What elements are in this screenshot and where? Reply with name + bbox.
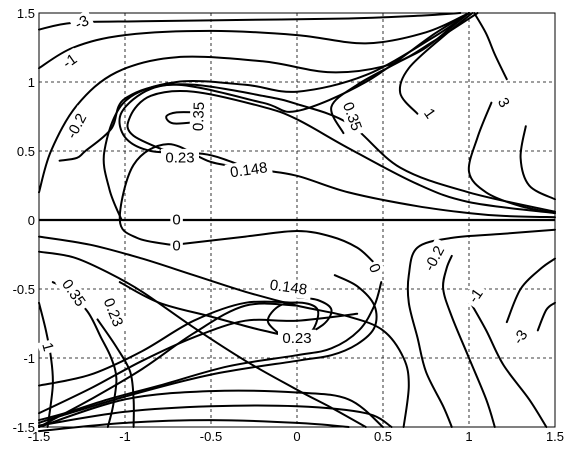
y-tick-label-3: 0 — [28, 213, 35, 228]
x-tick-label-5: 1 — [465, 429, 472, 444]
contour-label-group-17: 0.35 — [55, 272, 92, 314]
contour-label-bg-6 — [170, 211, 183, 229]
contour-line-16 — [38, 250, 367, 428]
contour-line-22 — [406, 228, 556, 428]
x-tick-label-1: -1 — [119, 429, 131, 444]
contour-line-10 — [330, 12, 470, 135]
contour-line-2 — [38, 12, 470, 70]
contour-label-bg-17 — [55, 272, 92, 314]
contour-line-35 — [38, 389, 384, 428]
contour-label-group-6: 0 — [170, 211, 183, 229]
x-tick-label-4: 0.5 — [374, 429, 392, 444]
y-tick-label-1: 1 — [28, 75, 35, 90]
x-tick-label-2: -0.5 — [200, 429, 222, 444]
contour-line-21 — [38, 274, 378, 424]
contour-line-24 — [468, 299, 548, 428]
contour-label-bg-12 — [278, 329, 316, 348]
contour-label-bg-3 — [189, 97, 209, 136]
contour-label-group-0: -3 — [68, 10, 96, 36]
contour-label-bg-5 — [224, 158, 274, 183]
contour-label-0: -3 — [72, 12, 91, 33]
contour-line-26 — [536, 301, 556, 332]
contour-line-7 — [126, 89, 556, 215]
contour-line-30 — [38, 312, 359, 415]
x-tick-label-3: 0 — [293, 429, 300, 444]
y-tick-label-0: 1.5 — [17, 6, 35, 21]
tick-labels: -1.5 -1 -0.5 0 0.5 1 1.5 1.5 1 0.5 0 -0.5 -1 -1.5 — [13, 6, 564, 444]
contour-label-group-16: -3 — [507, 323, 534, 352]
contour-line-34 — [38, 404, 393, 428]
contour-label-bg-1 — [56, 47, 84, 75]
contour-label-7: 0 — [172, 238, 180, 255]
contour-line-11 — [398, 12, 474, 115]
contour-label-bg-10 — [492, 92, 515, 113]
contour-label-group-15: -1 — [462, 282, 490, 310]
contour-label-bg-18 — [97, 291, 129, 334]
contour-line-12 — [467, 101, 556, 215]
contour-label-bg-2 — [59, 105, 94, 148]
contour-label-3: 0.35 — [190, 102, 208, 132]
contour-label-5: 0.148 — [229, 159, 269, 181]
contour-line-18 — [38, 281, 383, 422]
x-tick-label-6: 1.5 — [546, 429, 564, 444]
contour-line-25 — [505, 257, 556, 324]
contour-label-group-11: 0.148 — [264, 275, 313, 300]
contour-label-12: 0.23 — [282, 330, 311, 347]
contour-label-group-5: 0.148 — [224, 158, 274, 183]
contour-line-33 — [38, 419, 350, 433]
contour-line-29 — [96, 318, 135, 428]
contour-label-bg-14 — [417, 237, 452, 280]
contour-line-17 — [173, 230, 374, 263]
y-tick-label-5: -1 — [23, 351, 35, 366]
contour-label-bg-13 — [363, 259, 386, 278]
y-tick-label-4: -0.5 — [13, 282, 35, 297]
contour-label-bg-19 — [37, 338, 58, 356]
contour-label-bg-7 — [170, 237, 183, 256]
contour-label-group-13: 0 — [363, 259, 386, 278]
contour-line-9 — [165, 111, 199, 125]
contour-label-11: 0.148 — [269, 277, 309, 299]
y-tick-label-2: 0.5 — [17, 144, 35, 159]
contour-label-group-19: 1 — [37, 338, 58, 356]
contour-label-group-12: 0.23 — [278, 329, 316, 348]
y-tick-label-6: -1.5 — [13, 420, 35, 435]
contour-label-group-4: 0.23 — [161, 148, 199, 167]
contour-label-bg-8 — [337, 95, 367, 138]
contour-label-group-7: 0 — [170, 237, 183, 256]
contour-label-bg-9 — [418, 103, 441, 124]
contour-label-group-3: 0.35 — [189, 97, 209, 136]
contour-line-32 — [38, 300, 298, 387]
contour-label-group-9: 1 — [418, 103, 441, 124]
contour-label-bg-4 — [161, 148, 199, 167]
contour-label-bg-0 — [68, 10, 96, 36]
contour-label-4: 0.23 — [165, 149, 194, 166]
contour-line-31 — [38, 302, 298, 428]
contour-label-group-10: 3 — [492, 92, 515, 113]
x-tick-label-0: -1.5 — [28, 429, 50, 444]
contour-line-27 — [38, 301, 54, 428]
contour-line-13 — [473, 12, 508, 81]
contour-label-bg-11 — [264, 275, 313, 300]
contour-label-bg-16 — [507, 323, 534, 352]
contour-label-group-1: -1 — [56, 47, 84, 75]
contour-label-6: 0 — [172, 212, 180, 229]
contour-line-14 — [519, 125, 556, 201]
contour-line-23 — [442, 254, 496, 428]
contour-label-bg-15 — [462, 282, 490, 310]
